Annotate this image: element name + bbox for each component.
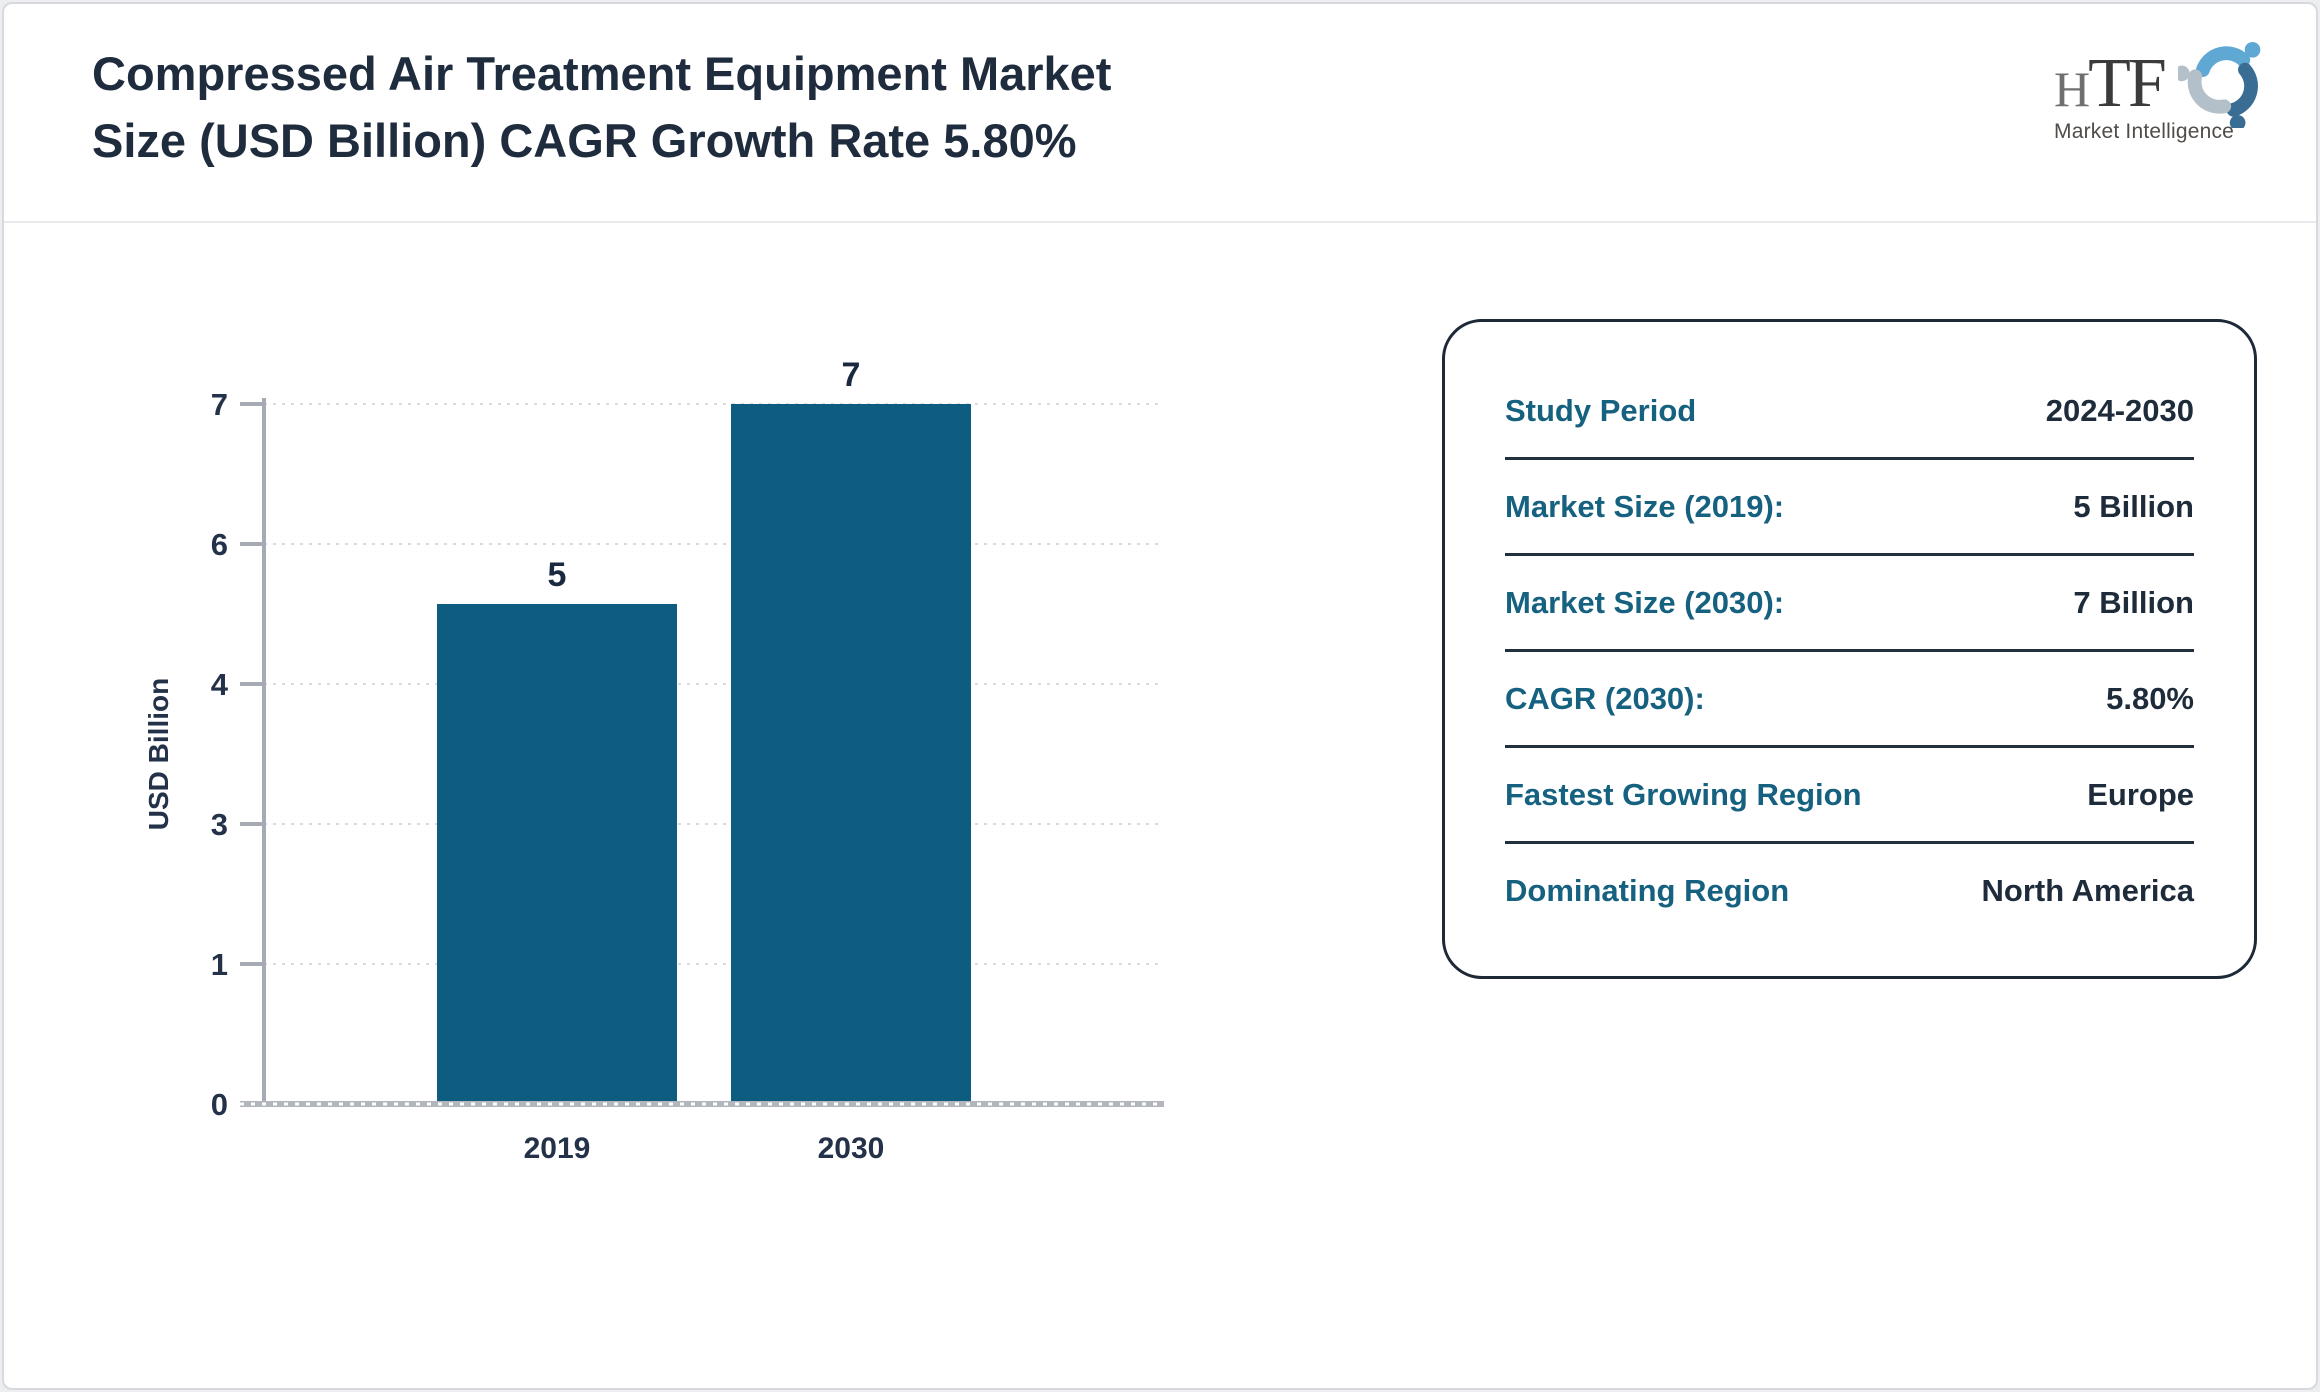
y-tick-label: 7 (211, 387, 228, 422)
summary-row-cagr: CAGR (2030): 5.80% (1505, 652, 2194, 748)
logo-letter-h: H (2054, 61, 2090, 117)
bar-value-label: 7 (842, 356, 861, 394)
bar-2019 (437, 604, 677, 1104)
bar-value-label: 5 (548, 556, 567, 594)
page-title: Compressed Air Treatment Equipment Marke… (92, 47, 1112, 167)
chart-generated: 0 1 3 4 6 7 5 2019 7 2030 (211, 356, 1162, 1165)
y-tick-label: 4 (211, 667, 229, 702)
row-label: Fastest Growing Region (1505, 776, 1862, 812)
swirl-figure-light-blue (2203, 42, 2261, 70)
summary-row-dominating-region: Dominating Region North America (1505, 844, 2194, 937)
y-axis-title: USD Billion (144, 678, 174, 830)
row-value: Europe (2087, 776, 2194, 812)
row-label: Study Period (1505, 392, 1697, 428)
logo-wordmark: H TF (2054, 44, 2270, 124)
x-tick-label: 2030 (818, 1132, 885, 1165)
summary-row-market-size-2019: Market Size (2019): 5 Billion (1505, 460, 2194, 556)
bar-chart: USD Billion 0 1 3 4 6 7 5 2019 7 2030 (143, 334, 1184, 1194)
summary-row-fastest-growing-region: Fastest Growing Region Europe (1505, 748, 2194, 844)
row-value: 7 Billion (2073, 584, 2194, 620)
y-tick-label: 6 (211, 527, 228, 562)
row-label: Dominating Region (1505, 872, 1790, 908)
row-value: 5.80% (2106, 680, 2194, 716)
row-label: Market Size (2030): (1505, 584, 1785, 620)
row-value: North America (1981, 872, 2194, 908)
y-tick-label: 3 (211, 807, 228, 842)
y-tick-label: 1 (211, 947, 228, 982)
logo-letters-tf: TF (2088, 45, 2167, 122)
row-label: Market Size (2019): (1505, 488, 1785, 524)
market-summary-panel: Study Period 2024-2030 Market Size (2019… (1442, 319, 2257, 979)
y-tick-label: 0 (211, 1087, 228, 1122)
header-divider (4, 221, 2316, 223)
row-value: 5 Billion (2073, 488, 2194, 524)
row-label: CAGR (2030): (1505, 680, 1705, 716)
swirl-figure-steel-blue (2216, 70, 2269, 128)
logo-tagline: Market Intelligence (2054, 120, 2235, 143)
htf-logo: H TF Market Intelligence (2054, 44, 2270, 164)
x-tick-label: 2019 (524, 1132, 591, 1165)
row-value: 2024-2030 (2045, 392, 2194, 428)
bar-2030 (731, 404, 971, 1104)
summary-row-study-period: Study Period 2024-2030 (1505, 364, 2194, 460)
summary-row-market-size-2030: Market Size (2030): 7 Billion (1505, 556, 2194, 652)
logo-swirl-icon (2178, 36, 2270, 128)
